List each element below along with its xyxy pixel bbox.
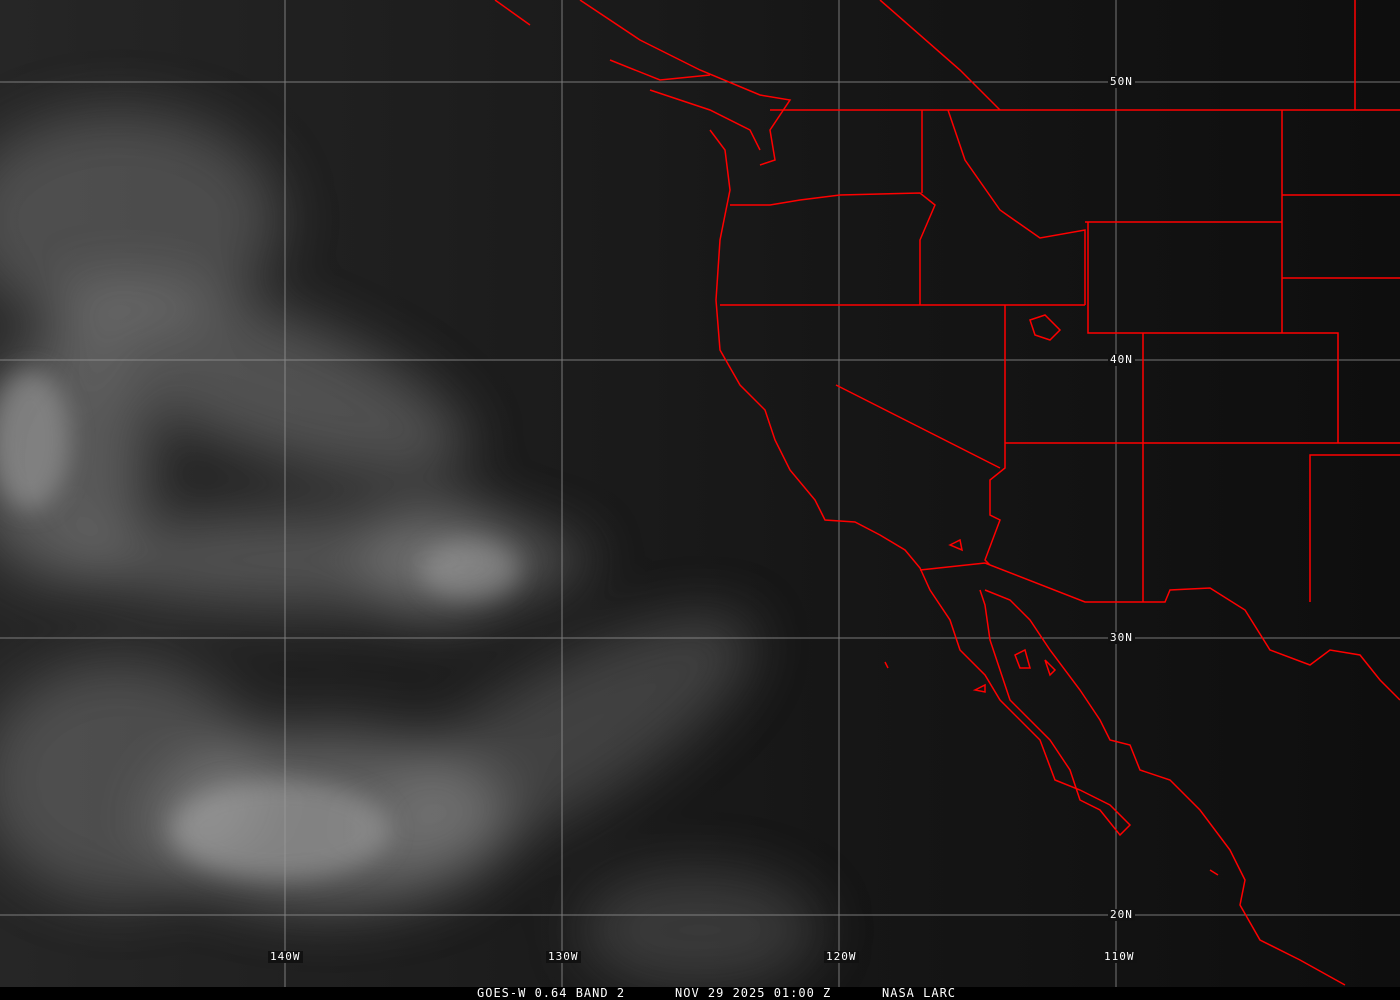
- lon-label-130w: 130W: [546, 950, 581, 963]
- west-coast: [494, 0, 1132, 837]
- coastlines-and-borders: [494, 0, 1400, 986]
- gulf-mainland: [984, 589, 1346, 986]
- lon-label-140w: 140W: [268, 950, 303, 963]
- lat-label-50n: 50N: [1108, 75, 1135, 88]
- lat-label-20n: 20N: [1108, 908, 1135, 921]
- lon-label-110w: 110W: [1102, 950, 1137, 963]
- islands: [884, 314, 1219, 876]
- caption-product: GOES-W 0.64 BAND 2: [477, 986, 626, 1000]
- lat-label-30n: 30N: [1108, 631, 1135, 644]
- caption-bar: GOES-W 0.64 BAND 2 NOV 29 2025 01:00 Z N…: [0, 987, 1400, 1000]
- bright-clouds: [0, 370, 520, 880]
- cloud-field: [0, 110, 820, 990]
- lat-label-40n: 40N: [1108, 353, 1135, 366]
- caption-credit: NASA LARC: [882, 986, 957, 1000]
- caption-datetime: NOV 29 2025 01:00 Z: [675, 986, 832, 1000]
- lon-label-120w: 120W: [824, 950, 859, 963]
- state-borders: [720, 0, 1400, 701]
